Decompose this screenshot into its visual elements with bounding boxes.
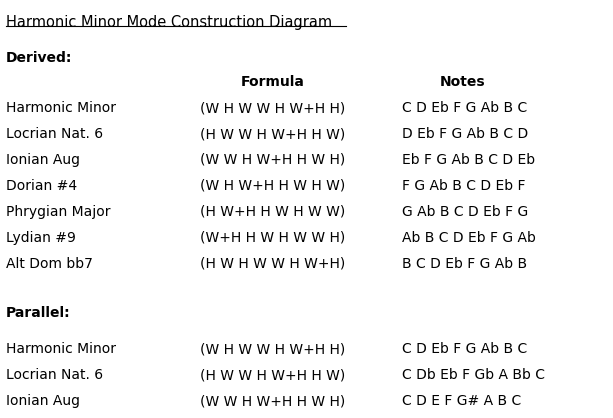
Text: Parallel:: Parallel: [6, 306, 70, 319]
Text: (H W W H W+H H W): (H W W H W+H H W) [200, 368, 345, 382]
Text: F G Ab B C D Eb F: F G Ab B C D Eb F [402, 179, 525, 193]
Text: C D E F G# A B C: C D E F G# A B C [402, 394, 521, 408]
Text: B C D Eb F G Ab B: B C D Eb F G Ab B [402, 257, 527, 270]
Text: Lydian #9: Lydian #9 [6, 231, 76, 245]
Text: Formula: Formula [241, 75, 305, 89]
Text: G Ab B C D Eb F G: G Ab B C D Eb F G [402, 205, 528, 219]
Text: (H W W H W+H H W): (H W W H W+H H W) [200, 127, 345, 141]
Text: Locrian Nat. 6: Locrian Nat. 6 [6, 368, 103, 382]
Text: C D Eb F G Ab B C: C D Eb F G Ab B C [402, 101, 527, 115]
Text: (H W H W W H W+H): (H W H W W H W+H) [200, 257, 345, 270]
Text: (W H W W H W+H H): (W H W W H W+H H) [200, 101, 345, 115]
Text: C D Eb F G Ab B C: C D Eb F G Ab B C [402, 342, 527, 356]
Text: Eb F G Ab B C D Eb: Eb F G Ab B C D Eb [402, 153, 535, 167]
Text: Ionian Aug: Ionian Aug [6, 153, 80, 167]
Text: (W H W W H W+H H): (W H W W H W+H H) [200, 342, 345, 356]
Text: Ionian Aug: Ionian Aug [6, 394, 80, 408]
Text: (W+H H W H W W H): (W+H H W H W W H) [200, 231, 345, 245]
Text: C Db Eb F Gb A Bb C: C Db Eb F Gb A Bb C [402, 368, 544, 382]
Text: Ab B C D Eb F G Ab: Ab B C D Eb F G Ab [402, 231, 535, 245]
Text: (W W H W+H H W H): (W W H W+H H W H) [200, 394, 345, 408]
Text: Harmonic Minor: Harmonic Minor [6, 101, 116, 115]
Text: (W W H W+H H W H): (W W H W+H H W H) [200, 153, 345, 167]
Text: Alt Dom bb7: Alt Dom bb7 [6, 257, 93, 270]
Text: (W H W+H H W H W): (W H W+H H W H W) [200, 179, 345, 193]
Text: Derived:: Derived: [6, 51, 72, 65]
Text: Phrygian Major: Phrygian Major [6, 205, 110, 219]
Text: Harmonic Minor: Harmonic Minor [6, 342, 116, 356]
Text: Notes: Notes [440, 75, 485, 89]
Text: D Eb F G Ab B C D: D Eb F G Ab B C D [402, 127, 528, 141]
Text: Dorian #4: Dorian #4 [6, 179, 77, 193]
Text: (H W+H H W H W W): (H W+H H W H W W) [200, 205, 345, 219]
Text: Harmonic Minor Mode Construction Diagram: Harmonic Minor Mode Construction Diagram [6, 15, 332, 31]
Text: Locrian Nat. 6: Locrian Nat. 6 [6, 127, 103, 141]
